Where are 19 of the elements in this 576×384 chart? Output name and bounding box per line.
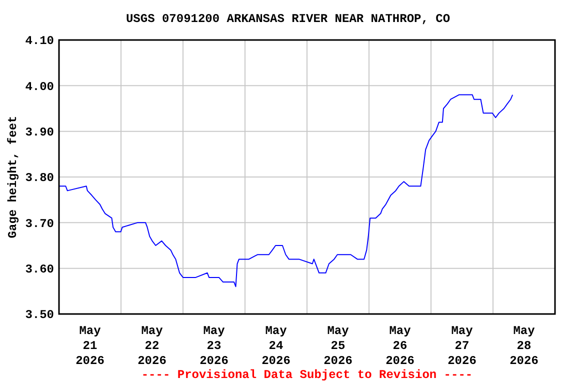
x-tick-label: May 28 2026 [510, 324, 538, 368]
y-tick-label: 4.00 [25, 80, 54, 94]
x-tick-label: May 24 2026 [262, 324, 290, 368]
line-series [58, 94, 514, 288]
y-tick-label: 3.50 [25, 308, 54, 322]
y-tick-label: 3.90 [25, 126, 54, 140]
x-tick-label: May 22 2026 [138, 324, 166, 368]
y-tick-label: 3.80 [25, 171, 54, 186]
y-tick-label: 3.60 [25, 262, 54, 277]
y-axis-title: Gage height, feet [6, 116, 20, 238]
chart-title: USGS 07091200 ARKANSAS RIVER NEAR NATHROP, CO [126, 12, 450, 26]
text: ---- Provisional Data Subject to Revision ---- [141, 368, 473, 382]
y-tick-label: 4.10 [25, 34, 54, 48]
x-tick-label: May 27 2026 [448, 324, 476, 368]
x-tick-label: May 21 2026 [76, 324, 104, 368]
x-tick-label: May 25 2026 [324, 324, 352, 368]
y-tick-label: 3.70 [25, 216, 54, 231]
x-tick-label: May 26 2026 [386, 324, 414, 368]
x-tick-label: May 23 2026 [200, 324, 228, 368]
